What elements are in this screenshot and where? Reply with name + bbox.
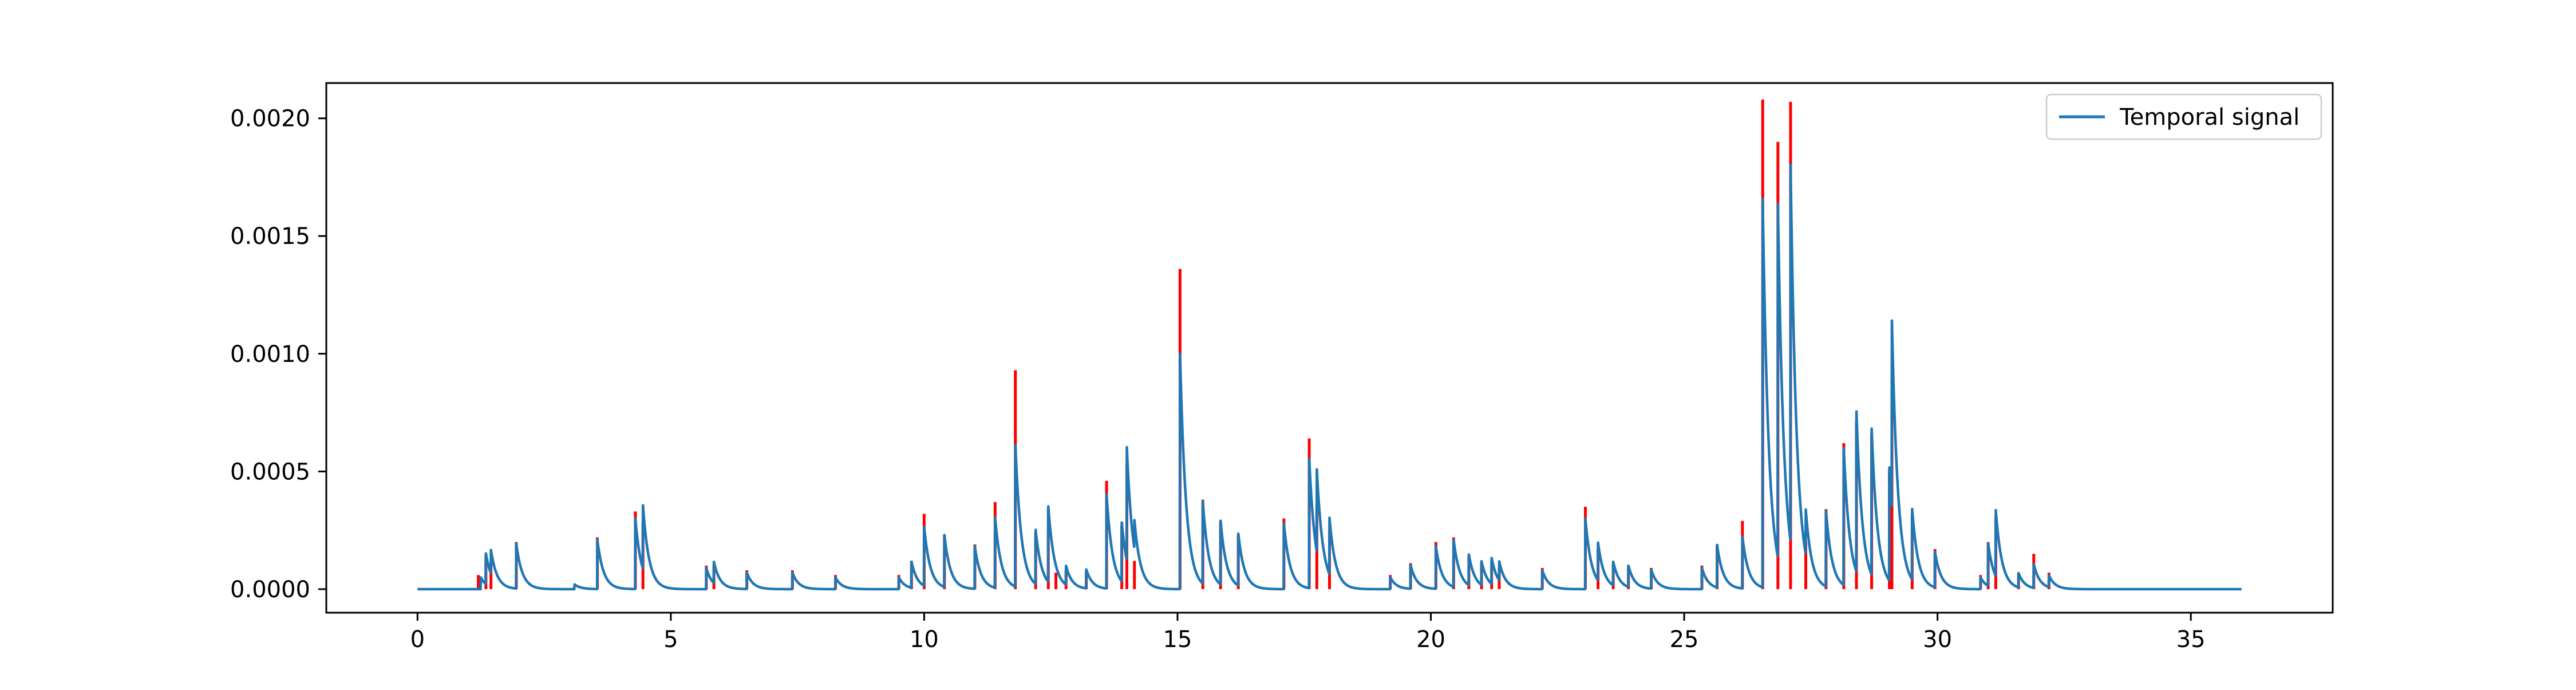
x-axis-ticks: 0 5 10 15 20 25 30 35 [410, 613, 2206, 653]
x-tick-label-4: 20 [1416, 626, 1445, 653]
plot-area-frame [325, 82, 2334, 614]
x-tick-label-3: 15 [1163, 626, 1192, 653]
y-tick-label-4: 0.0020 [230, 106, 310, 132]
y-axis-ticks: 0.0000 0.0005 0.0010 0.0015 0.0020 [230, 106, 326, 603]
x-tick-label-7: 35 [2176, 626, 2206, 653]
y-tick-label-3: 0.0015 [230, 223, 310, 250]
x-tick-label-0: 0 [410, 626, 425, 653]
legend-label-temporal-signal: Temporal signal [2119, 104, 2300, 131]
y-tick-label-1: 0.0005 [230, 459, 310, 485]
y-tick-label-2: 0.0010 [230, 341, 310, 368]
y-tick-label-0: 0.0000 [230, 577, 310, 603]
x-tick-label-6: 30 [1923, 626, 1952, 653]
x-tick-label-1: 5 [663, 626, 678, 653]
legend: Temporal signal [2045, 93, 2322, 140]
legend-box [2045, 93, 2322, 140]
x-tick-label-2: 10 [910, 626, 939, 653]
temporal-signal-line [416, 163, 2243, 591]
signal-series-layer [416, 163, 2243, 591]
x-tick-label-5: 25 [1670, 626, 1699, 653]
